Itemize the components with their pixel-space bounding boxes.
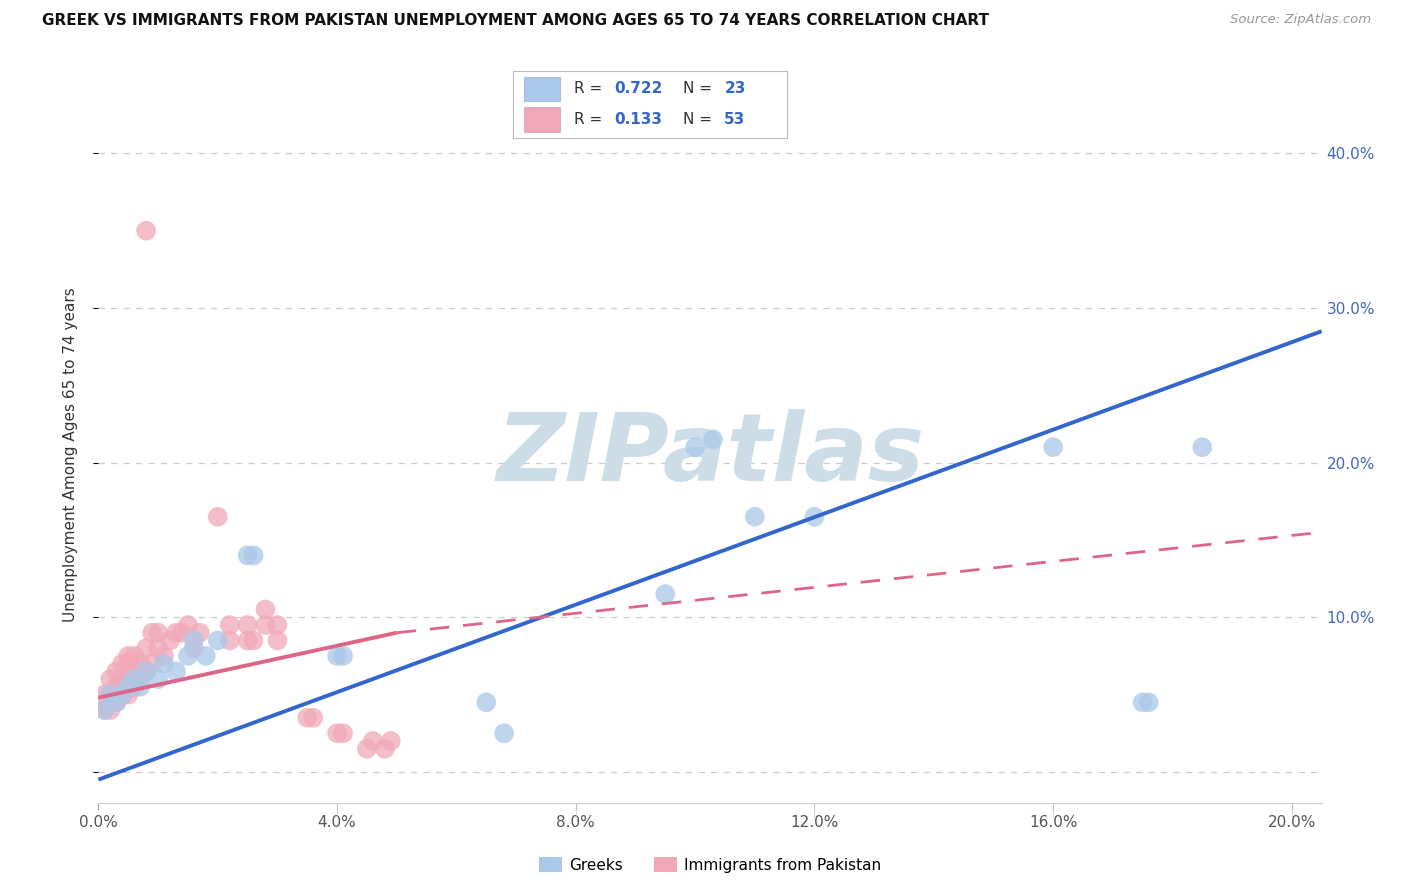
Point bbox=[177, 648, 200, 663]
Point bbox=[141, 625, 163, 640]
Point bbox=[702, 433, 724, 447]
Point bbox=[122, 648, 145, 663]
Point bbox=[177, 618, 200, 632]
Point bbox=[183, 641, 205, 656]
Point bbox=[135, 224, 157, 238]
Point bbox=[326, 726, 349, 740]
Point bbox=[105, 695, 128, 709]
Point bbox=[98, 688, 121, 702]
Point bbox=[117, 648, 139, 663]
Text: N =: N = bbox=[683, 81, 717, 96]
Point bbox=[117, 688, 139, 702]
Point bbox=[135, 665, 157, 679]
Point bbox=[494, 726, 516, 740]
Text: 0.133: 0.133 bbox=[614, 112, 662, 127]
Legend: Greeks, Immigrants from Pakistan: Greeks, Immigrants from Pakistan bbox=[533, 850, 887, 879]
Point bbox=[98, 688, 121, 702]
Point bbox=[332, 648, 354, 663]
Point bbox=[475, 695, 498, 709]
Point bbox=[302, 711, 325, 725]
Point bbox=[242, 633, 264, 648]
Y-axis label: Unemployment Among Ages 65 to 74 years: Unemployment Among Ages 65 to 74 years bbox=[63, 287, 77, 623]
Bar bbox=[524, 108, 560, 131]
Text: ZIPatlas: ZIPatlas bbox=[496, 409, 924, 501]
Point bbox=[332, 726, 354, 740]
Point bbox=[93, 703, 115, 717]
Text: R =: R = bbox=[574, 81, 606, 96]
Point bbox=[135, 641, 157, 656]
Point bbox=[111, 688, 134, 702]
Point bbox=[654, 587, 676, 601]
Text: 23: 23 bbox=[724, 81, 745, 96]
Point bbox=[297, 711, 319, 725]
Point bbox=[111, 672, 134, 686]
Point bbox=[111, 657, 134, 671]
Point bbox=[146, 625, 169, 640]
Point bbox=[129, 672, 152, 686]
Point bbox=[374, 741, 396, 756]
Point bbox=[1137, 695, 1160, 709]
Point bbox=[218, 618, 240, 632]
Text: GREEK VS IMMIGRANTS FROM PAKISTAN UNEMPLOYMENT AMONG AGES 65 TO 74 YEARS CORRELA: GREEK VS IMMIGRANTS FROM PAKISTAN UNEMPL… bbox=[42, 13, 990, 29]
Text: 53: 53 bbox=[724, 112, 745, 127]
Point bbox=[105, 695, 128, 709]
Text: N =: N = bbox=[683, 112, 717, 127]
Point bbox=[1042, 440, 1064, 454]
Point bbox=[105, 680, 128, 694]
Point bbox=[93, 703, 115, 717]
Point bbox=[117, 672, 139, 686]
Point bbox=[165, 625, 187, 640]
Point bbox=[141, 657, 163, 671]
Point bbox=[135, 665, 157, 679]
Point bbox=[254, 618, 277, 632]
Bar bbox=[524, 77, 560, 101]
Point bbox=[380, 734, 402, 748]
Point bbox=[236, 633, 259, 648]
Point bbox=[1132, 695, 1154, 709]
Point bbox=[146, 672, 169, 686]
Point bbox=[129, 680, 152, 694]
Point bbox=[117, 657, 139, 671]
Point bbox=[744, 509, 766, 524]
Point bbox=[170, 625, 193, 640]
Point bbox=[188, 625, 211, 640]
Point bbox=[122, 665, 145, 679]
Point bbox=[111, 688, 134, 702]
Point bbox=[218, 633, 240, 648]
Point bbox=[207, 509, 229, 524]
Point bbox=[98, 703, 121, 717]
Point bbox=[207, 633, 229, 648]
Point bbox=[183, 633, 205, 648]
Point bbox=[356, 741, 378, 756]
Point bbox=[98, 672, 121, 686]
Point bbox=[236, 618, 259, 632]
Point bbox=[242, 549, 264, 563]
Point bbox=[194, 648, 217, 663]
Point bbox=[159, 633, 181, 648]
Point bbox=[122, 680, 145, 694]
Point bbox=[146, 641, 169, 656]
Point bbox=[153, 657, 176, 671]
Text: R =: R = bbox=[574, 112, 606, 127]
Point bbox=[165, 665, 187, 679]
Point bbox=[361, 734, 384, 748]
Point bbox=[803, 509, 825, 524]
Point bbox=[117, 680, 139, 694]
Point bbox=[236, 549, 259, 563]
Point bbox=[129, 657, 152, 671]
Text: Source: ZipAtlas.com: Source: ZipAtlas.com bbox=[1230, 13, 1371, 27]
Point bbox=[122, 672, 145, 686]
Point bbox=[1191, 440, 1213, 454]
Text: 0.722: 0.722 bbox=[614, 81, 664, 96]
Point bbox=[266, 633, 288, 648]
Point bbox=[153, 648, 176, 663]
Point bbox=[683, 440, 706, 454]
Point bbox=[326, 648, 349, 663]
Point bbox=[105, 665, 128, 679]
Point bbox=[254, 602, 277, 616]
Point bbox=[93, 688, 115, 702]
Point bbox=[266, 618, 288, 632]
